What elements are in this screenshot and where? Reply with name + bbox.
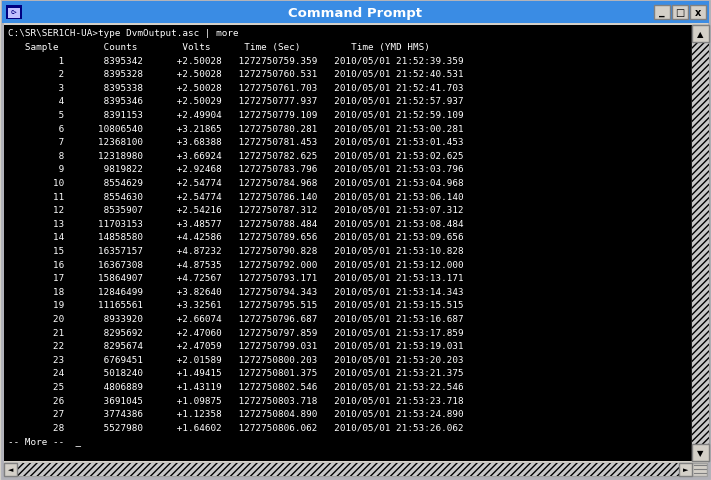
Text: C>: C> bbox=[11, 11, 17, 15]
Bar bbox=[8, 9, 20, 19]
Text: 28       5527980      +1.64602   1272750806.062   2010/05/01 21:53:26.062: 28 5527980 +1.64602 1272750806.062 2010/… bbox=[8, 422, 464, 432]
Text: 3       8395338      +2.50028   1272750761.703   2010/05/01 21:52:41.703: 3 8395338 +2.50028 1272750761.703 2010/0… bbox=[8, 83, 464, 92]
Text: 15      16357157      +4.87232   1272750790.828   2010/05/01 21:53:10.828: 15 16357157 +4.87232 1272750790.828 2010… bbox=[8, 246, 464, 255]
Bar bbox=[654, 6, 670, 20]
Text: 14      14858580      +4.42586   1272750789.656   2010/05/01 21:53:09.656: 14 14858580 +4.42586 1272750789.656 2010… bbox=[8, 232, 464, 241]
Text: 25       4806889      +1.43119   1272750802.546   2010/05/01 21:53:22.546: 25 4806889 +1.43119 1272750802.546 2010/… bbox=[8, 382, 464, 391]
Text: 5       8391153      +2.49904   1272750779.109   2010/05/01 21:52:59.109: 5 8391153 +2.49904 1272750779.109 2010/0… bbox=[8, 110, 464, 120]
Text: 17      15864907      +4.72567   1272750793.171   2010/05/01 21:53:13.171: 17 15864907 +4.72567 1272750793.171 2010… bbox=[8, 273, 464, 282]
Text: 12       8535907      +2.54216   1272750787.312   2010/05/01 21:53:07.312: 12 8535907 +2.54216 1272750787.312 2010/… bbox=[8, 205, 464, 215]
Text: ▲: ▲ bbox=[697, 30, 704, 39]
Bar bbox=[4, 463, 692, 476]
Text: ▼: ▼ bbox=[697, 448, 704, 457]
Text: 16      16367308      +4.87535   1272750792.000   2010/05/01 21:53:12.000: 16 16367308 +4.87535 1272750792.000 2010… bbox=[8, 260, 464, 269]
Text: 18      12846499      +3.82640   1272750794.343   2010/05/01 21:53:14.343: 18 12846499 +3.82640 1272750794.343 2010… bbox=[8, 287, 464, 296]
Bar bbox=[692, 43, 709, 444]
Bar bbox=[2, 2, 709, 24]
Text: 2       8395328      +2.50028   1272750760.531   2010/05/01 21:52:40.531: 2 8395328 +2.50028 1272750760.531 2010/0… bbox=[8, 70, 464, 79]
Text: ◄: ◄ bbox=[8, 467, 14, 472]
Text: 27       3774386      +1.12358   1272750804.890   2010/05/01 21:53:24.890: 27 3774386 +1.12358 1272750804.890 2010/… bbox=[8, 409, 464, 418]
Text: 13      11703153      +3.48577   1272750788.484   2010/05/01 21:53:08.484: 13 11703153 +3.48577 1272750788.484 2010… bbox=[8, 219, 464, 228]
Bar bbox=[672, 6, 688, 20]
Bar bbox=[4, 463, 17, 476]
Bar bbox=[679, 463, 692, 476]
Text: 22       8295674      +2.47059   1272750799.031   2010/05/01 21:53:19.031: 22 8295674 +2.47059 1272750799.031 2010/… bbox=[8, 341, 464, 350]
Bar bbox=[692, 26, 709, 461]
Bar bbox=[6, 6, 22, 20]
Text: 23       6769451      +2.01589   1272750800.203   2010/05/01 21:53:20.203: 23 6769451 +2.01589 1272750800.203 2010/… bbox=[8, 355, 464, 364]
Bar bbox=[692, 444, 709, 461]
Text: 4       8395346      +2.50029   1272750777.937   2010/05/01 21:52:57.937: 4 8395346 +2.50029 1272750777.937 2010/0… bbox=[8, 97, 464, 106]
Bar bbox=[692, 463, 707, 476]
Text: □: □ bbox=[675, 8, 685, 18]
Text: 19      11165561      +3.32561   1272750795.515   2010/05/01 21:53:15.515: 19 11165561 +3.32561 1272750795.515 2010… bbox=[8, 300, 464, 309]
Text: Sample        Counts        Volts      Time (Sec)         Time (YMD HMS): Sample Counts Volts Time (Sec) Time (YMD… bbox=[8, 43, 430, 51]
Text: 1       8395342      +2.50028   1272750759.359   2010/05/01 21:52:39.359: 1 8395342 +2.50028 1272750759.359 2010/0… bbox=[8, 56, 464, 65]
Text: ►: ► bbox=[683, 467, 688, 472]
Bar bbox=[692, 26, 709, 43]
Text: 6      10806540      +3.21865   1272750780.281   2010/05/01 21:53:00.281: 6 10806540 +3.21865 1272750780.281 2010/… bbox=[8, 124, 464, 133]
Text: 11       8554630      +2.54774   1272750786.140   2010/05/01 21:53:06.140: 11 8554630 +2.54774 1272750786.140 2010/… bbox=[8, 192, 464, 201]
Text: Command Prompt: Command Prompt bbox=[289, 7, 422, 20]
Bar bbox=[17, 463, 679, 476]
Text: 21       8295692      +2.47060   1272750797.859   2010/05/01 21:53:17.859: 21 8295692 +2.47060 1272750797.859 2010/… bbox=[8, 327, 464, 336]
Text: 10       8554629      +2.54774   1272750784.968   2010/05/01 21:53:04.968: 10 8554629 +2.54774 1272750784.968 2010/… bbox=[8, 178, 464, 187]
Text: -- More --  _: -- More -- _ bbox=[8, 436, 81, 445]
Text: 9       9819822      +2.92468   1272750783.796   2010/05/01 21:53:03.796: 9 9819822 +2.92468 1272750783.796 2010/0… bbox=[8, 165, 464, 174]
Text: _: _ bbox=[659, 7, 665, 17]
Text: 26       3691045      +1.09875   1272750803.718   2010/05/01 21:53:23.718: 26 3691045 +1.09875 1272750803.718 2010/… bbox=[8, 396, 464, 404]
Text: x: x bbox=[695, 8, 701, 18]
Text: C:\SR\SER1CH-UA>type DvmOutput.asc | more: C:\SR\SER1CH-UA>type DvmOutput.asc | mor… bbox=[8, 29, 239, 38]
Bar bbox=[690, 6, 706, 20]
Text: 7      12368100      +3.68388   1272750781.453   2010/05/01 21:53:01.453: 7 12368100 +3.68388 1272750781.453 2010/… bbox=[8, 137, 464, 146]
Text: 8      12318980      +3.66924   1272750782.625   2010/05/01 21:53:02.625: 8 12318980 +3.66924 1272750782.625 2010/… bbox=[8, 151, 464, 160]
Text: 20       8933920      +2.66074   1272750796.687   2010/05/01 21:53:16.687: 20 8933920 +2.66074 1272750796.687 2010/… bbox=[8, 314, 464, 323]
Text: 24       5018240      +1.49415   1272750801.375   2010/05/01 21:53:21.375: 24 5018240 +1.49415 1272750801.375 2010/… bbox=[8, 368, 464, 377]
